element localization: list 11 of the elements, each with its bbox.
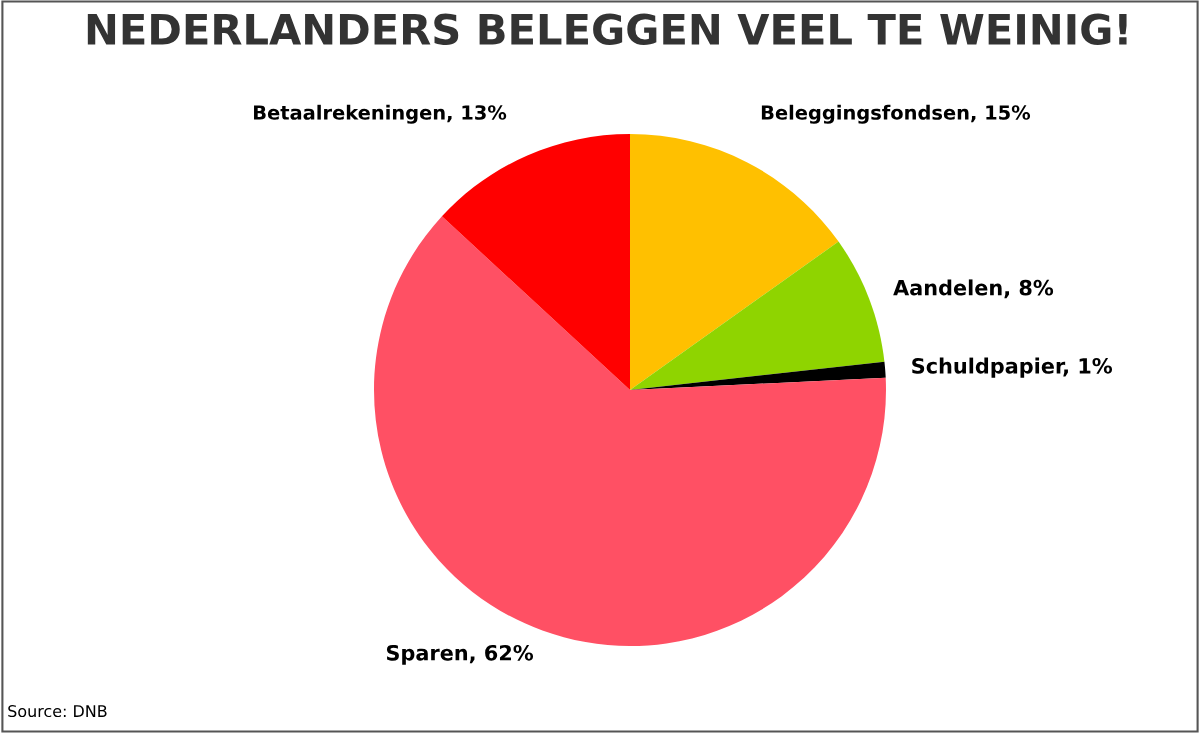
slice-label: Aandelen, 8% — [893, 279, 1054, 299]
chart-title: NEDERLANDERS BELEGGEN VEEL TE WEINIG! — [87, 13, 1127, 46]
slice-label: Beleggingsfondsen, 15% — [761, 104, 1031, 124]
slice-label: Schuldpapier, 1% — [912, 357, 1113, 378]
pie-slice — [630, 241, 885, 390]
slice-label: Betaalrekeningen, 13% — [254, 104, 507, 124]
pie-slice — [441, 134, 630, 390]
source-note: Source: DNB — [8, 705, 107, 718]
pie-slice — [374, 216, 886, 646]
slice-label: Sparen, 62% — [386, 644, 534, 665]
pie-slice — [630, 134, 839, 390]
